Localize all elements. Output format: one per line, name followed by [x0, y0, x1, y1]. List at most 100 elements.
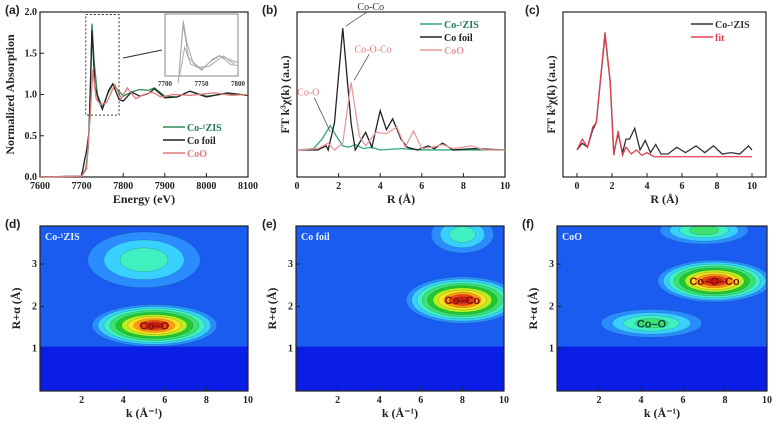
y-tick-label: 1.0: [25, 90, 38, 101]
y-tick-label: 2: [549, 301, 554, 312]
heatmap-title: Co foil: [301, 232, 330, 243]
x-tick-label: 7600: [30, 181, 50, 192]
x-tick-label: 10: [762, 395, 772, 406]
heatmap-contour: [454, 296, 471, 304]
feature-label: Co–Co: [445, 295, 481, 307]
heatmap-low-region: [296, 346, 504, 391]
x-axis-label: Energy (eV): [113, 192, 175, 206]
x-tick-label: 2: [336, 181, 341, 192]
annotation-arrow: [345, 11, 367, 27]
inset-tick-label: 7700: [158, 80, 173, 88]
y-tick-label: 1.5: [25, 48, 38, 59]
panel-label: (c): [525, 3, 540, 17]
x-tick-label: 7800: [113, 181, 133, 192]
y-axis-label: Normalized Absorption: [3, 34, 17, 155]
feature-label: Co–O: [140, 320, 170, 332]
heatmap-contour: [119, 247, 169, 273]
heatmap: Co–Co: [296, 226, 504, 391]
plot-frame: [295, 225, 505, 392]
panel-label: (b): [262, 3, 277, 17]
series-line: [296, 82, 505, 151]
x-tick-label: 10: [747, 181, 757, 192]
annotation-label: Co-Co: [357, 2, 384, 13]
legend-label: CoO: [187, 149, 207, 160]
heatmap-low-region: [557, 346, 767, 391]
heatmap-title: CoO: [562, 232, 582, 243]
x-tick-label: 2: [610, 181, 615, 192]
panel-label: (f): [522, 217, 534, 231]
heatmap: Co–O–Co Co–O: [557, 226, 767, 391]
x-tick-label: 6: [681, 395, 686, 406]
heatmap-contour: [145, 322, 164, 329]
plot-frame: [39, 225, 249, 392]
x-tick-label: 6: [419, 181, 424, 192]
x-tick-label: 6: [418, 395, 423, 406]
x-tick-label: 8: [461, 181, 466, 192]
annotation-arrow: [313, 97, 331, 132]
panel-label: (a): [5, 3, 20, 17]
x-tick-label: 10: [243, 395, 253, 406]
panel-c: (c) 0 2 4 6 8 10 R (Å) FT k³χ(k) (a.u.) Co-¹ZIS fi…: [525, 3, 767, 206]
inset-arrow: [122, 49, 163, 59]
legend-label: CoO: [444, 46, 464, 57]
x-axis-label: R (Å): [650, 192, 678, 206]
x-tick-label: 8: [460, 395, 465, 406]
heatmap-contour: [689, 226, 719, 236]
y-axis-label: R+α (Å): [265, 288, 279, 330]
y-tick-label: 3: [549, 259, 554, 270]
x-tick-label: 0: [295, 181, 300, 192]
y-tick-label: 2: [32, 301, 37, 312]
y-tick-label: 1: [32, 344, 37, 355]
x-tick-label: 2: [79, 395, 84, 406]
x-axis-label: k (Å⁻¹): [126, 406, 162, 420]
x-axis-label: k (Å⁻¹): [382, 406, 418, 420]
feature-label: Co–O–Co: [689, 276, 739, 288]
heatmap-contour: [634, 318, 669, 329]
heatmap: Co–O: [40, 226, 248, 391]
legend-label: Co foil: [444, 33, 473, 44]
x-tick-label: 4: [377, 395, 382, 406]
series-line: [39, 69, 249, 178]
x-tick-label: 0: [575, 181, 580, 192]
x-tick-label: 6: [162, 395, 167, 406]
y-tick-label: 3: [32, 259, 37, 270]
x-tick-label: 8100: [238, 181, 258, 192]
plot-frame: [556, 225, 768, 392]
plot-frame: [296, 11, 506, 178]
panel-label: (d): [5, 217, 20, 231]
inset-series-line: [179, 45, 235, 77]
heatmap-contour: [448, 226, 477, 243]
inset-frame: [164, 13, 239, 77]
y-axis-label: FT k³χ(k) (a.u.): [278, 55, 292, 133]
heatmap-title: Co-¹ZIS: [45, 232, 80, 243]
x-tick-label: 7900: [155, 181, 175, 192]
x-tick-label: 10: [500, 181, 510, 192]
x-tick-label: 7700: [72, 181, 92, 192]
x-axis-label: R (Å): [387, 192, 415, 206]
panel-label: (e): [262, 217, 277, 231]
x-tick-label: 8: [715, 181, 720, 192]
plot-frame: [562, 11, 767, 178]
y-axis-label: R+α (Å): [9, 288, 23, 330]
x-axis-label: k (Å⁻¹): [644, 406, 680, 420]
x-tick-label: 6: [680, 181, 685, 192]
y-tick-label: 0.5: [25, 131, 38, 142]
x-tick-label: 8000: [196, 181, 216, 192]
annotation-label: Co-O: [297, 88, 319, 99]
inset-tick-label: 7750: [195, 80, 210, 88]
y-tick-label: 0.0: [25, 172, 38, 183]
y-tick-label: 1: [288, 344, 293, 355]
panel-a: (a) 7600 7700 7800 7900 8000 8100 0.0 0.5 1.0 1.5 2…: [3, 3, 258, 206]
feature-label: Co–O: [637, 318, 667, 330]
zoom-region-box: [85, 13, 120, 116]
legend-label: fit: [715, 33, 725, 44]
x-tick-label: 2: [335, 395, 340, 406]
x-tick-label: 8: [204, 395, 209, 406]
x-tick-label: 4: [639, 395, 644, 406]
series-line: [576, 32, 752, 158]
x-tick-label: 8: [723, 395, 728, 406]
y-tick-label: 2: [288, 301, 293, 312]
